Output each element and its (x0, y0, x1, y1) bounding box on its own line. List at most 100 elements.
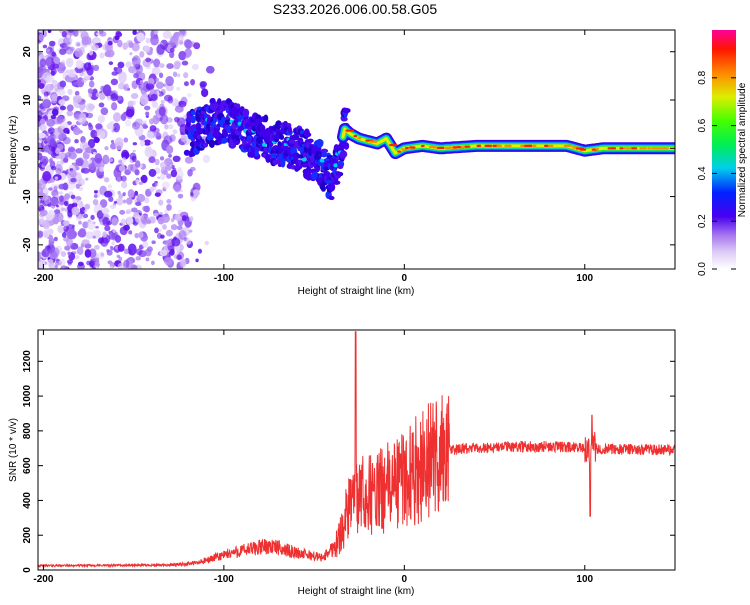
spectrogram-speckle (148, 156, 156, 164)
spectrogram-speckle (53, 56, 61, 65)
spectrogram-speckle (111, 102, 118, 111)
signal-blob (312, 172, 320, 177)
spectrogram-speckle (178, 230, 187, 241)
spectrogram-speckle (51, 108, 59, 116)
signal-blob (190, 110, 196, 116)
spectrogram-speckle (61, 207, 66, 211)
spectrogram-speckle (190, 192, 194, 197)
signal-blob (254, 150, 259, 157)
spectrogram-speckle (112, 122, 121, 133)
spectrogram-speckle (156, 44, 165, 55)
spectrogram-speckle (150, 260, 155, 266)
spectrogram-speckle (51, 63, 59, 69)
spectrogram-speckle (166, 173, 172, 179)
spectrogram-speckle (154, 182, 159, 186)
spectrogram-speckle (79, 141, 89, 150)
spectrogram-speckle (176, 117, 186, 128)
spectrogram-speckle (150, 35, 159, 46)
spectrogram-speckle (74, 139, 79, 144)
spectrogram-speckle (149, 125, 157, 132)
y-tick-label: 1000 (22, 385, 33, 408)
spectrogram-speckle (87, 104, 96, 110)
spectrogram-speckle (50, 70, 56, 76)
spectrogram-speckle (110, 93, 119, 102)
spectrogram-speckle (117, 243, 125, 252)
signal-peak (261, 142, 267, 147)
signal-blob (331, 158, 339, 165)
spectrogram-speckle (144, 197, 150, 204)
y-tick-label: 200 (22, 526, 33, 543)
spectrogram-speckle (139, 94, 149, 106)
signal-blob (315, 138, 324, 148)
spectrogram-speckle (59, 105, 67, 111)
spectrogram-speckle (135, 201, 142, 207)
y-tick-label: -10 (22, 189, 33, 204)
signal-blob (256, 136, 263, 145)
signal-blob (263, 114, 269, 123)
spectrogram-speckle (171, 98, 180, 107)
signal-blob (321, 152, 327, 158)
spectrogram-speckle (93, 64, 100, 72)
spectrogram-speckle (121, 181, 128, 189)
spectrogram-speckle (187, 169, 193, 177)
spectrogram-speckle (44, 83, 54, 93)
spectrogram-speckle (189, 229, 193, 233)
spectrogram-speckle (117, 39, 123, 48)
spectrogram-speckle (171, 165, 175, 170)
x-tick-label: -100 (214, 574, 234, 585)
spectrogram-speckle (54, 261, 60, 266)
spectrogram-speckle (99, 92, 106, 101)
snr-frame (37, 329, 676, 571)
spectrogram-speckle (95, 123, 103, 130)
spectrogram-speckle (184, 156, 194, 164)
spectrogram-speckle (111, 217, 119, 227)
spectrogram-speckle (78, 203, 83, 209)
y-tick-label: 800 (22, 422, 33, 439)
spectrogram-speckle (108, 230, 112, 235)
spectrogram-speckle (168, 153, 172, 158)
spectrogram-speckle (149, 141, 153, 145)
spectrogram-speckle (178, 100, 187, 108)
spectrogram-speckle (108, 61, 114, 66)
snr-xlabel: Height of straight line (km) (298, 586, 415, 597)
spectrogram-speckle (127, 243, 137, 256)
spectrogram-speckle (107, 260, 113, 265)
spectrogram-speckle (178, 167, 182, 172)
spectrogram-speckle (163, 256, 173, 266)
spectrogram-speckle (85, 177, 89, 181)
signal-blob (277, 141, 282, 148)
spectrogram-speckle (51, 93, 58, 102)
spectrogram-speckle (195, 258, 199, 263)
snr-series-line (38, 331, 675, 569)
spectrogram-speckle (132, 142, 138, 146)
spectrogram-speckle (112, 229, 116, 233)
spectrogram-speckle (176, 73, 181, 78)
spectrogram-speckle (88, 162, 96, 171)
spectrogram-speckle (173, 60, 182, 68)
spectrogram-speckle (166, 199, 172, 204)
signal-blob (202, 142, 209, 148)
spectrogram-speckle (121, 157, 127, 163)
spectrogram-speckle (143, 105, 151, 111)
spectrogram-speckle (47, 209, 56, 220)
spectrogram-speckle (73, 126, 81, 136)
spectrogram-speckle (72, 95, 82, 103)
x-tick-label: 0 (402, 273, 408, 284)
spectrogram-speckle (66, 34, 71, 39)
spectrogram-speckle (125, 61, 132, 68)
spectrogram-speckle (42, 222, 50, 230)
spectrogram-speckle (38, 207, 44, 211)
x-tick-label: -100 (214, 273, 234, 284)
spectrogram-speckle (153, 212, 159, 217)
spectrogram-speckle (122, 192, 126, 197)
spectrogram-speckle (71, 162, 77, 166)
spectrogram-speckle (145, 83, 154, 90)
spectrogram-speckle (56, 115, 64, 124)
signal-blob (301, 162, 308, 168)
colorbar-tick-label: 0.2 (697, 214, 708, 228)
spectrogram-speckle (118, 71, 127, 84)
spectrogram-speckle (145, 37, 150, 44)
spectrogram-speckle (110, 78, 119, 86)
spectrogram-speckle (174, 169, 184, 181)
colorbar-tick-label: 0.6 (697, 118, 708, 132)
